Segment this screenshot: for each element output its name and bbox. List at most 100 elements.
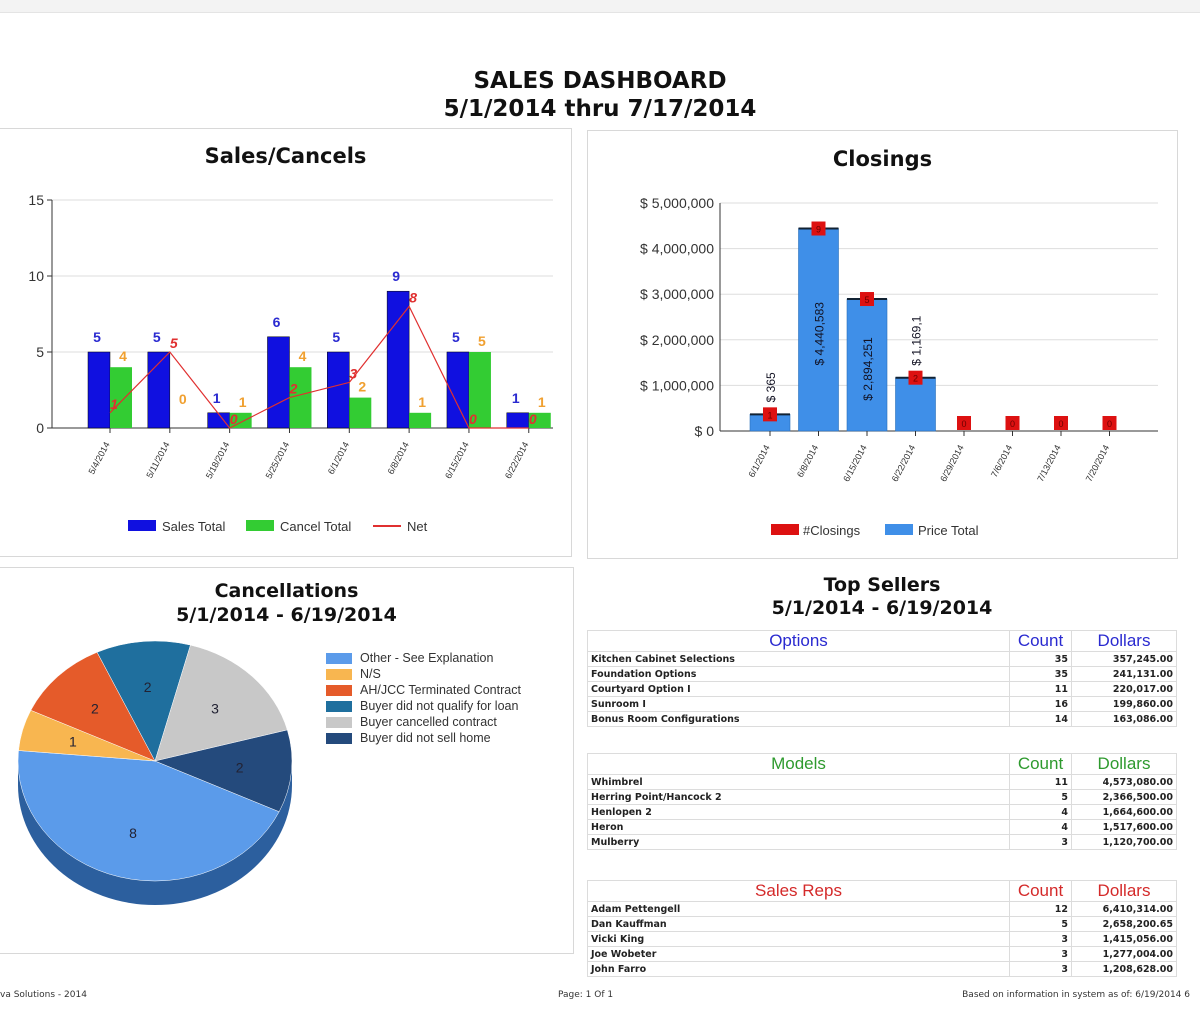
closings-chart: $ 0 $ 1,000,000 $ 2,000,000 $ 3,000,000 $ 4,…	[640, 195, 1158, 538]
row-count: 4	[1009, 804, 1072, 820]
closings-marker	[1102, 416, 1117, 430]
footer-page: Page: 1 Of 1	[558, 990, 614, 1000]
legend-label: Buyer did not sell home	[360, 731, 491, 745]
legend-swatch	[326, 685, 352, 696]
sales-bar	[207, 412, 230, 429]
row-dollars: 241,131.00	[1071, 666, 1177, 682]
row-dollars: 1,517,600.00	[1071, 819, 1177, 835]
y-tick-label: $ 5,000,000	[640, 195, 714, 211]
dollars-header: Dollars	[1071, 630, 1177, 652]
x-tick-label: 5/25/2014	[264, 440, 292, 480]
sales-data-label: 1	[512, 390, 520, 406]
row-count: 11	[1009, 774, 1072, 790]
cancel-bar	[528, 412, 551, 428]
table-row: Joe Wobeter 3 1,277,004.00	[587, 946, 1177, 962]
cancellations-subtitle: 5/1/2014 - 6/19/2014	[176, 604, 397, 626]
x-tick-label: 6/15/2014	[443, 440, 471, 480]
top-sellers-title: Top Sellers	[823, 574, 941, 596]
net-data-label: 0	[469, 411, 477, 427]
cancel-bar	[409, 412, 432, 428]
row-count: 3	[1009, 834, 1072, 850]
y-tick-label: 0	[36, 420, 44, 436]
count-header: Count	[1009, 753, 1072, 775]
row-dollars: 163,086.00	[1071, 711, 1177, 727]
pie-data-label: 2	[236, 759, 244, 775]
footer-copyright: va Solutions - 2014	[0, 990, 87, 1000]
row-count: 3	[1009, 946, 1072, 962]
row-name: Vicki King	[587, 931, 1010, 947]
legend-label: Other - See Explanation	[360, 651, 494, 665]
cancel-data-label: 0	[179, 391, 187, 407]
closings-data-label: 0	[1058, 419, 1063, 429]
row-dollars: 6,410,314.00	[1071, 901, 1177, 917]
row-count: 5	[1009, 789, 1072, 805]
row-name: Bonus Room Configurations	[587, 711, 1010, 727]
pie-legend-item: Buyer did not qualify for loan	[326, 699, 556, 713]
row-dollars: 2,658,200.65	[1071, 916, 1177, 932]
price-data-label: $ 1,169,1	[910, 315, 924, 365]
sales-bar	[327, 351, 350, 429]
x-tick-label: 5/18/2014	[204, 440, 232, 480]
x-tick-label: 5/4/2014	[86, 440, 111, 476]
row-name: Joe Wobeter	[587, 946, 1010, 962]
price-bar	[798, 228, 839, 432]
cancel-bar	[289, 367, 312, 428]
table-row: Herring Point/Hancock 2 5 2,366,500.00	[587, 789, 1177, 805]
row-dollars: 2,366,500.00	[1071, 789, 1177, 805]
table-title: Models	[587, 753, 1010, 775]
closings-title: Closings	[832, 147, 933, 171]
table-row: Whimbrel 11 4,573,080.00	[587, 774, 1177, 790]
row-name: John Farro	[587, 961, 1010, 977]
legend-label: Price Total	[918, 523, 979, 538]
legend-swatch	[246, 520, 274, 531]
closings-data-label: 9	[816, 225, 821, 235]
pie-legend-item: AH/JCC Terminated Contract	[326, 683, 556, 697]
table-header: Sales Reps Count Dollars	[587, 880, 1177, 902]
closings-data-label: 0	[1107, 419, 1112, 429]
top-sellers-table-sales-reps: Sales Reps Count Dollars Adam Pettengell 12 6…	[587, 880, 1177, 977]
page-title: SALES DASHBOARD	[473, 68, 727, 94]
price-bar	[895, 377, 936, 432]
row-count: 16	[1009, 696, 1072, 712]
row-name: Foundation Options	[587, 666, 1010, 682]
cancel-data-label: 1	[418, 394, 426, 410]
net-data-label: 0	[529, 411, 537, 427]
closings-data-label: 0	[961, 419, 966, 429]
cancel-bar	[468, 352, 491, 428]
legend-label: #Closings	[803, 523, 861, 538]
net-data-label: 1	[110, 396, 118, 412]
cancel-data-label: 2	[358, 379, 366, 395]
pie-slice	[17, 750, 280, 882]
x-tick-label: 6/8/2014	[386, 440, 411, 476]
table-row: Adam Pettengell 12 6,410,314.00	[587, 901, 1177, 917]
y-tick-label: $ 0	[695, 423, 715, 439]
row-name: Kitchen Cabinet Selections	[587, 651, 1010, 667]
cancel-data-label: 1	[239, 394, 247, 410]
row-dollars: 1,664,600.00	[1071, 804, 1177, 820]
y-tick-label: 10	[28, 268, 44, 284]
legend-label: N/S	[360, 667, 381, 681]
closings-data-label: 2	[913, 374, 918, 384]
pie-legend-item: Buyer did not sell home	[326, 731, 556, 745]
closings-marker	[1054, 416, 1068, 430]
legend-swatch	[326, 653, 352, 664]
sales-bar	[506, 412, 530, 429]
page-date-range: 5/1/2014 thru 7/17/2014	[443, 96, 757, 122]
closings-marker	[1005, 416, 1020, 430]
row-dollars: 220,017.00	[1071, 681, 1177, 697]
table-row: Vicki King 3 1,415,056.00	[587, 931, 1177, 947]
x-tick-label: 5/11/2014	[144, 440, 171, 479]
table-row: Mulberry 3 1,120,700.00	[587, 834, 1177, 850]
table-title: Sales Reps	[587, 880, 1010, 902]
x-tick-label: 6/22/2014	[890, 443, 918, 483]
net-data-label: 5	[170, 335, 178, 351]
table-row: Bonus Room Configurations 14 163,086.00	[587, 711, 1177, 727]
table-header: Models Count Dollars	[587, 753, 1177, 775]
table-header: Options Count Dollars	[587, 630, 1177, 652]
sales-data-label: 6	[273, 314, 281, 330]
closings-marker	[957, 416, 971, 430]
pie-slice	[30, 651, 156, 762]
table-row: Sunroom I 16 199,860.00	[587, 696, 1177, 712]
x-tick-label: 6/22/2014	[503, 440, 531, 480]
row-dollars: 4,573,080.00	[1071, 774, 1177, 790]
